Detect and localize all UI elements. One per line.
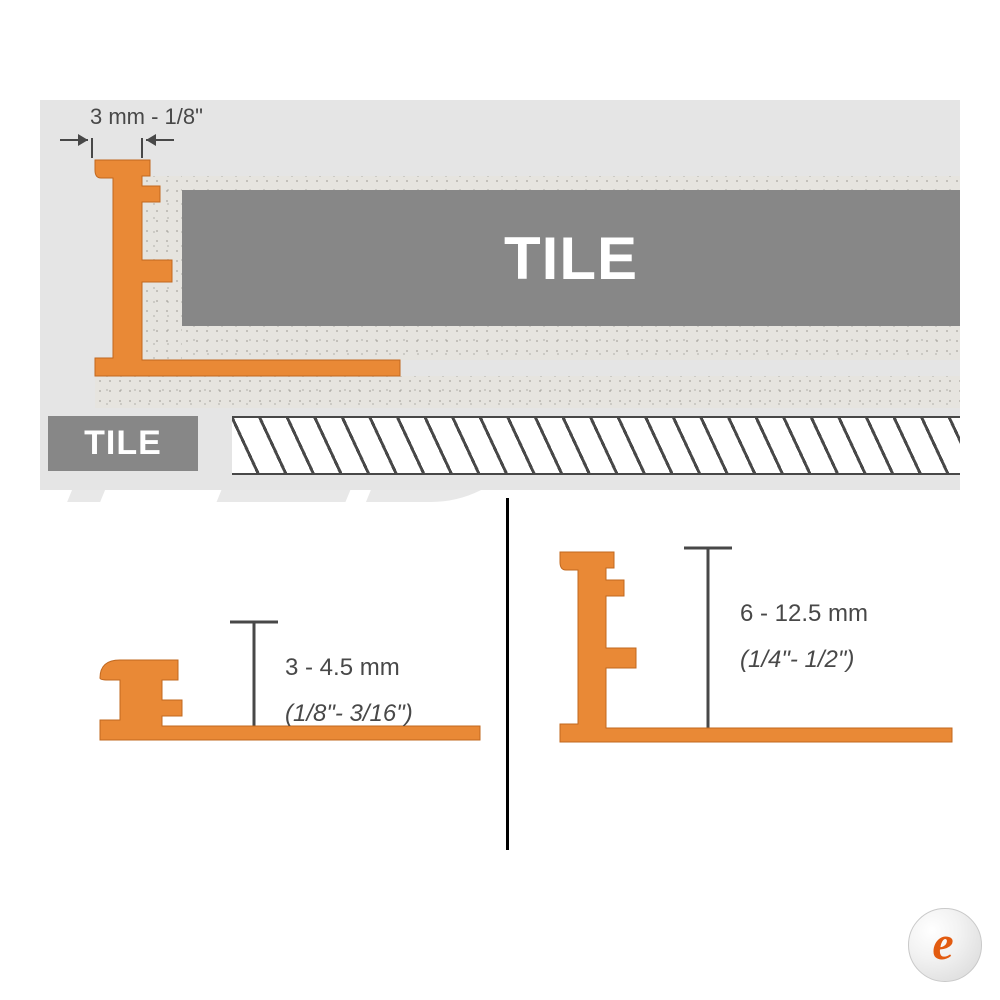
brand-logo-letter: e xyxy=(932,916,953,971)
brand-logo-badge: e xyxy=(908,908,982,982)
profile-variant-large xyxy=(0,0,1000,1000)
diagram-canvas: PED® 3 mm - 1/8" TILE TILE xyxy=(0,0,1000,1000)
large-variant-dimension: 6 - 12.5 mm (1/4"- 1/2") xyxy=(740,582,868,674)
